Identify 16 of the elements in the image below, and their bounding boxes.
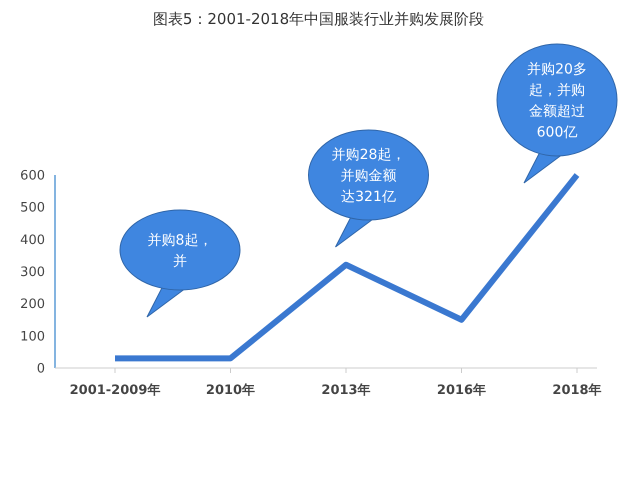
x-tick-label: 2018年 bbox=[552, 383, 602, 398]
annotation: 并购28起，并购金额达321亿 bbox=[332, 147, 406, 205]
x-tick-label: 2010年 bbox=[206, 383, 256, 398]
x-tick-label: 2001-2009年 bbox=[70, 383, 160, 398]
y-tick-label: 400 bbox=[20, 232, 45, 248]
x-tick-label: 2016年 bbox=[436, 383, 486, 398]
y-tick-label: 300 bbox=[20, 265, 45, 280]
y-tick-label: 0 bbox=[36, 362, 45, 377]
y-tick-label: 100 bbox=[20, 329, 45, 344]
y-tick-label: 600 bbox=[20, 168, 45, 184]
annotation: 并购8起，并 bbox=[148, 232, 212, 270]
text: 并购20多起，并购金额超过600亿 bbox=[527, 62, 587, 140]
y-tick-label: 500 bbox=[20, 200, 45, 216]
y-tick-label: 200 bbox=[20, 297, 45, 312]
x-tick-label: 2013年 bbox=[321, 383, 371, 398]
chart-title: 图表5：2001-2018年中国服装行业并购发展阶段 bbox=[152, 10, 484, 28]
